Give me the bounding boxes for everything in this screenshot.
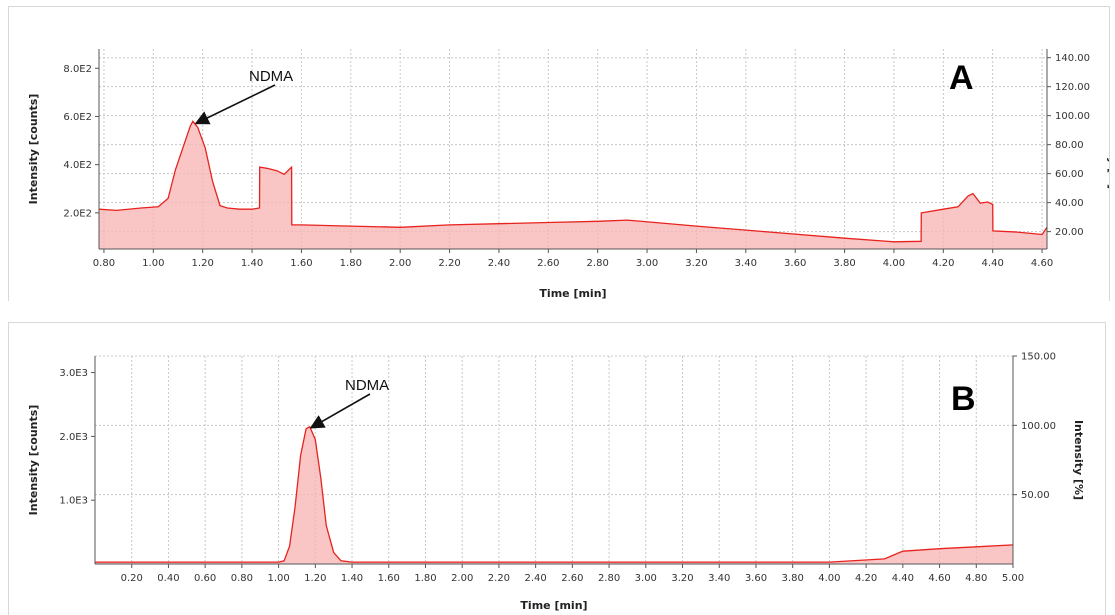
chromatogram-panel-a: 0.80 1.00 1.20 1.40 1.60 1.80 2.00 2.20 2.40 2.60… <box>8 6 1110 301</box>
chart-b-x-tick-label: 2.40 <box>525 573 547 584</box>
chart-a-x-tick-label: 3.00 <box>636 258 658 269</box>
chart-b-x-tick-label: 0.60 <box>194 573 216 584</box>
chart-a-y-right-tick-label: 80.00 <box>1055 140 1084 151</box>
chart-b-x-axis-title: Time [min] <box>520 599 587 612</box>
chart-a-y-left-tick-label: 6.0E2 <box>63 112 92 123</box>
chart-b-x-tick-label: 0.20 <box>121 573 143 584</box>
chart-a-x-tick-label: 3.80 <box>833 258 855 269</box>
chart-b-x-tick-label: 1.80 <box>414 573 436 584</box>
chart-a-y-right-tick-label: 120.00 <box>1055 82 1090 93</box>
chart-b-x-tick-label: 5.00 <box>1002 573 1024 584</box>
chart-a-x-tick-label: 4.20 <box>932 258 954 269</box>
chart-a-trace <box>98 120 1048 243</box>
chart-a-area <box>99 121 1047 249</box>
chart-b-y-left-tick-label: 1.0E3 <box>59 496 88 507</box>
chart-b-x-tick-label: 3.40 <box>708 573 730 584</box>
chart-a-x-tick-label: 3.60 <box>784 258 806 269</box>
chart-b-area <box>95 426 1013 564</box>
chart-a-y-left-tick-label: 8.0E2 <box>63 64 92 75</box>
chart-a-y-right-tick-label: 140.00 <box>1055 53 1090 64</box>
chart-b-y-left-tick-label: 2.0E3 <box>59 432 88 443</box>
chart-b-x-tick-label: 0.40 <box>157 573 179 584</box>
chart-b-annotation-arrow <box>309 393 371 429</box>
chart-a-x-tick-label: 1.40 <box>241 258 263 269</box>
chart-b-x-tick-label: 3.80 <box>782 573 804 584</box>
chart-b-x-tick-label: 2.00 <box>451 573 473 584</box>
chart-b-y-left-axis-title: Intensity [counts] <box>27 405 40 516</box>
chart-a-x-tick-label: 4.00 <box>883 258 905 269</box>
chart-b-x-tick-label: 2.20 <box>488 573 510 584</box>
chart-b-x-tick-label: 3.20 <box>671 573 693 584</box>
chart-a-x-tick-label: 4.40 <box>982 258 1004 269</box>
chart-b-x-tick-label: 2.60 <box>561 573 583 584</box>
chart-a-x-tick-label: 1.60 <box>290 258 312 269</box>
chart-a-x-tick-label: 1.80 <box>340 258 362 269</box>
chart-a-x-tick-label: 2.40 <box>488 258 510 269</box>
chart-b-panel-label: B <box>951 380 976 418</box>
chart-a-x-tick-label: 0.80 <box>93 258 115 269</box>
chart-b-y-right-tick-label: 50.00 <box>1021 490 1050 501</box>
chart-b: 0.20 0.40 0.60 0.80 1.00 1.20 1.40 1.60 1.80 2.00… <box>27 352 1085 613</box>
chart-b-y-right-tick-label: 150.00 <box>1021 352 1056 363</box>
chart-a-y-right-tick-label: 60.00 <box>1055 169 1084 180</box>
chart-b-y-left-tick-label: 3.0E3 <box>59 368 88 379</box>
chart-b-x-tick-label: 4.00 <box>818 573 840 584</box>
chart-b-x-tick-label: 4.60 <box>928 573 950 584</box>
chart-b-x-tick-label: 4.20 <box>855 573 877 584</box>
chart-b-x-tick-label: 1.00 <box>267 573 289 584</box>
chart-a-y-left-tick-label: 4.0E2 <box>63 160 92 171</box>
chart-b-x-tick-label: 4.40 <box>892 573 914 584</box>
chromatogram-panel-b: 0.20 0.40 0.60 0.80 1.00 1.20 1.40 1.60 1.80 2.00… <box>8 322 1106 615</box>
chart-a-x-tick-label: 3.20 <box>685 258 707 269</box>
chart-a-y-right-axis-title: Intensity [%] <box>1106 109 1109 189</box>
chart-b-x-tick-label: 2.80 <box>598 573 620 584</box>
chart-a-y-left-tick-label: 2.0E2 <box>63 208 92 219</box>
chart-b-annotation-label: NDMA <box>345 377 389 394</box>
chart-b-y-right-axis-title: Intensity [%] <box>1072 420 1085 500</box>
chart-b-x-tick-label: 4.80 <box>965 573 987 584</box>
chart-a: 0.80 1.00 1.20 1.40 1.60 1.80 2.00 2.20 2.40 2.60… <box>27 49 1109 300</box>
chart-a-x-tick-label: 1.00 <box>142 258 164 269</box>
chart-a-y-left-axis-title: Intensity [counts] <box>27 94 40 205</box>
chart-b-x-tick-label: 1.40 <box>341 573 363 584</box>
chart-a-x-tick-label: 2.80 <box>587 258 609 269</box>
chart-b-trace <box>95 425 1014 563</box>
chart-a-x-tick-label: 3.40 <box>735 258 757 269</box>
chart-a-y-right-tick-label: 100.00 <box>1055 111 1090 122</box>
chart-b-y-right-tick-label: 100.00 <box>1021 421 1056 432</box>
chart-b-x-tick-label: 3.60 <box>745 573 767 584</box>
chart-a-y-right-tick-label: 40.00 <box>1055 198 1084 209</box>
chart-a-x-axis-title: Time [min] <box>539 287 606 300</box>
chart-b-x-tick-label: 1.60 <box>378 573 400 584</box>
chart-b-x-tick-label: 1.20 <box>304 573 326 584</box>
chart-a-x-tick-label: 2.60 <box>537 258 559 269</box>
chart-a-annotation-arrow <box>194 84 276 125</box>
chart-b-x-tick-label: 0.80 <box>231 573 253 584</box>
chart-b-x-tick-label: 3.00 <box>635 573 657 584</box>
chart-a-y-right-tick-label: 20.00 <box>1055 227 1084 238</box>
chart-a-panel-label: A <box>949 59 974 97</box>
chart-a-annotation-label: NDMA <box>249 68 293 85</box>
chart-a-x-tick-label: 2.20 <box>438 258 460 269</box>
chart-a-x-tick-label: 2.00 <box>389 258 411 269</box>
chart-a-x-tick-label: 4.60 <box>1031 258 1053 269</box>
chart-a-x-tick-label: 1.20 <box>192 258 214 269</box>
